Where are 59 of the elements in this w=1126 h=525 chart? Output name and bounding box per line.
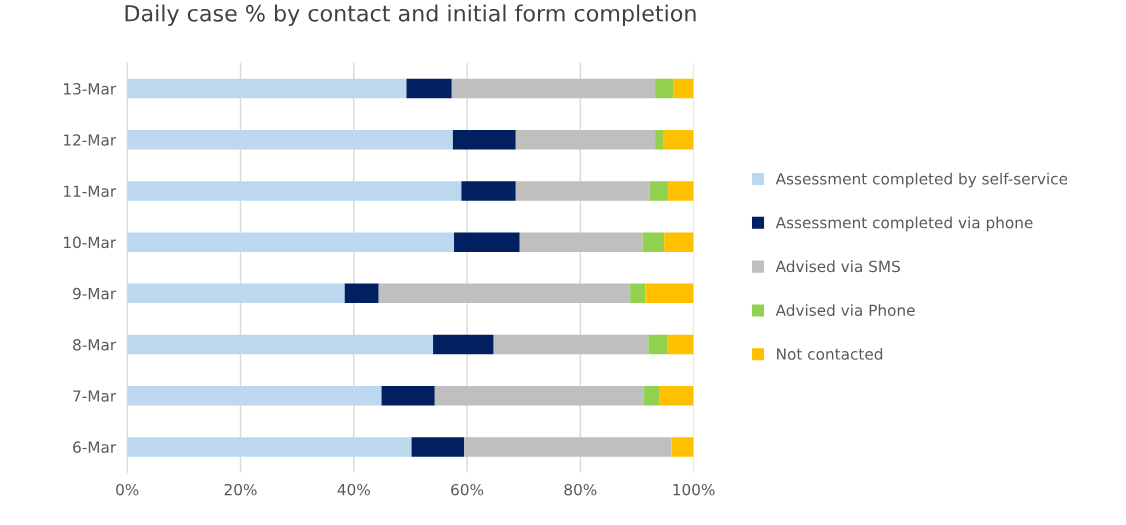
bar [127,437,412,457]
bar [515,130,656,150]
bar [381,385,435,406]
bar [645,283,694,304]
bar [378,283,631,304]
bar [454,232,520,252]
bar [464,437,672,457]
bar [344,283,379,304]
bar [434,385,644,406]
bar [673,78,694,99]
legend-label: Advised via Phone [775,304,915,316]
bar [668,181,694,201]
bar [642,232,665,252]
bar [630,283,646,304]
bar [649,181,669,201]
bar [667,334,694,355]
y-tick-label: 12-Mar [64,134,117,146]
bar [655,78,674,99]
bar [127,78,407,99]
y-tick-label: 13-Mar [64,83,117,95]
x-tick-label: 40% [337,483,370,496]
y-tick-label: 10-Mar [64,236,117,249]
bar [664,232,694,252]
bar [451,78,656,99]
bar [411,437,465,457]
bar [127,385,382,406]
x-tick-label: 100% [673,483,715,496]
bar [433,334,494,355]
legend-label: Not contacted [777,347,883,360]
x-tick-label: 80% [564,483,597,496]
bar [461,181,516,201]
bar [659,385,694,406]
bar [127,181,462,201]
y-tick-label: 8-Mar [73,339,117,351]
bar [663,130,694,150]
bar [452,130,516,150]
y-tick-label: 11-Mar [64,185,117,197]
legend-label: Assessment completed by self-service [775,172,1068,188]
bar [406,78,452,99]
bar [671,437,694,457]
y-tick-label: 9-Mar [73,287,117,300]
legend-label: Advised via SMS [775,260,900,273]
bar [648,334,667,355]
bar [493,334,649,355]
y-tick-label: 7-Mar [73,390,117,402]
bar [519,232,643,252]
bar [127,283,345,304]
legend-label: Assessment completed via phone [775,216,1033,232]
bar [655,130,664,150]
bar [643,385,660,406]
bar [127,130,453,150]
chart-title: Daily case % by contact and initial form completion [125,4,696,26]
x-tick-label: 0% [116,483,139,496]
x-tick-label: 60% [451,483,484,496]
bar [515,181,650,201]
y-tick-label: 6-Mar [73,441,117,453]
bar [127,232,455,252]
bar [127,334,434,355]
x-tick-label: 20% [224,483,257,496]
